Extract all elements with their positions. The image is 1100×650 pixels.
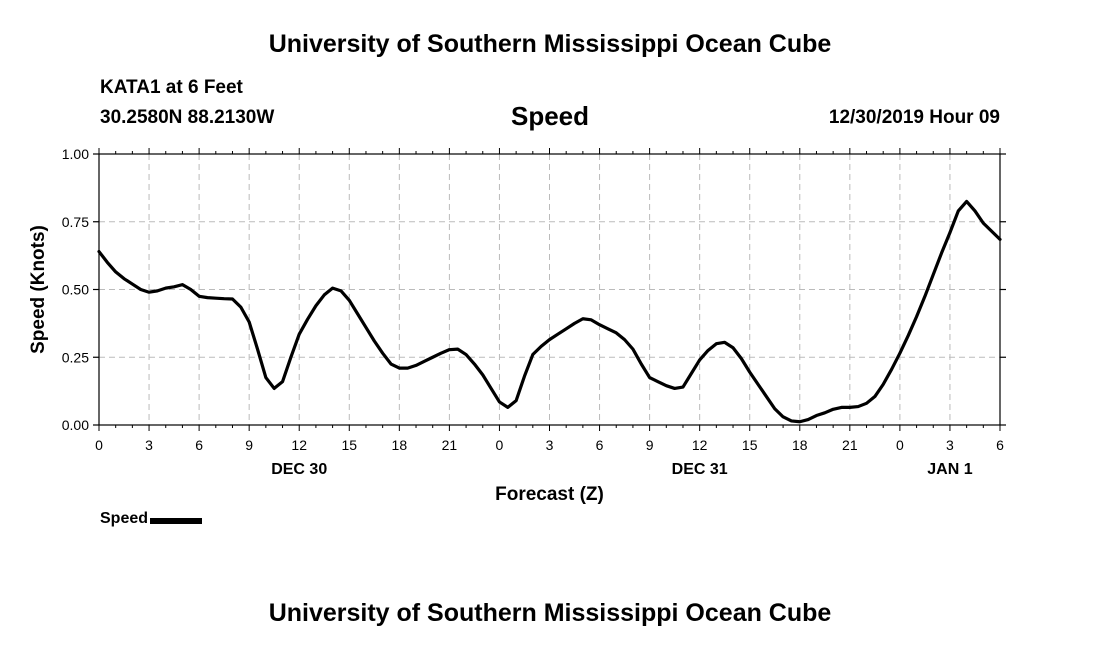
x-axis-title: Forecast (Z): [495, 484, 604, 505]
x-tick-label: 21: [842, 437, 858, 453]
x-tick-label: 3: [145, 437, 153, 453]
legend-label: Speed: [100, 510, 149, 527]
x-tick-label: 3: [946, 437, 954, 453]
y-axis-title: Speed (Knots): [28, 225, 49, 354]
chart-header-title: University of Southern Mississippi Ocean…: [268, 30, 832, 58]
forecast-datetime: 12/30/2019 Hour 09: [828, 107, 1000, 128]
x-tick-label: 3: [546, 437, 554, 453]
y-tick-label: 0.00: [62, 417, 89, 433]
legend: Speed: [100, 510, 203, 528]
chart-variable-title: Speed: [510, 101, 590, 131]
station-label: KATA1 at 6 Feet: [100, 77, 243, 98]
chart-footer-title: University of Southern Mississippi Ocean…: [268, 599, 832, 627]
station-coordinates: 30.2580N 88.2130W: [100, 107, 275, 128]
x-tick-label: 15: [341, 437, 357, 453]
y-tick-label: 0.75: [62, 214, 89, 230]
x-tick-label: 6: [195, 437, 203, 453]
speed-series-line: [97, 199, 1002, 424]
x-date-label: DEC 30: [271, 461, 327, 478]
x-date-label: DEC 31: [672, 461, 728, 478]
x-date-label: JAN 1: [927, 461, 972, 478]
y-tick-label: 0.25: [62, 349, 89, 365]
x-tick-label: 18: [792, 437, 808, 453]
x-tick-label: 12: [291, 437, 307, 453]
x-tick-label: 18: [392, 437, 408, 453]
x-tick-label: 9: [646, 437, 654, 453]
legend-swatch: [150, 518, 203, 524]
y-tick-label: 1.00: [62, 146, 89, 162]
x-tick-label: 0: [496, 437, 504, 453]
x-tick-label: 6: [596, 437, 604, 453]
x-tick-label: 6: [996, 437, 1004, 453]
x-tick-label: 21: [442, 437, 458, 453]
x-tick-label: 9: [245, 437, 253, 453]
x-tick-label: 15: [742, 437, 758, 453]
x-tick-label: 0: [896, 437, 904, 453]
x-tick-label: 12: [692, 437, 708, 453]
y-tick-label: 0.50: [62, 282, 89, 298]
x-tick-label: 0: [95, 437, 103, 453]
